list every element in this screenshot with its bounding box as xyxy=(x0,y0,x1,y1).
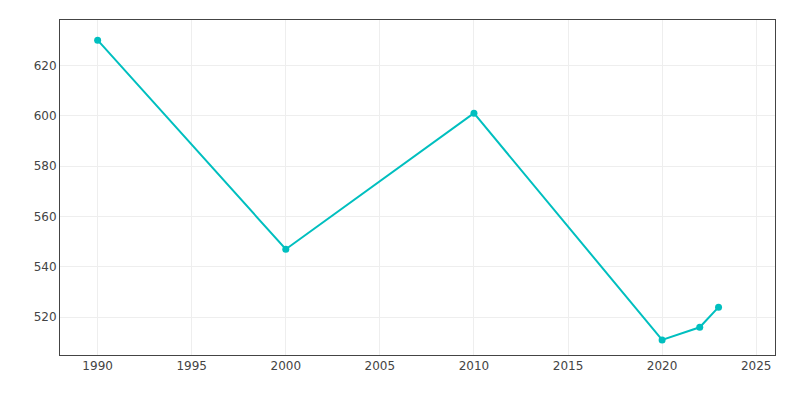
svg-text:540: 540 xyxy=(34,260,57,274)
svg-text:580: 580 xyxy=(34,159,57,173)
svg-text:2005: 2005 xyxy=(365,359,396,373)
svg-text:2000: 2000 xyxy=(271,359,302,373)
svg-text:1995: 1995 xyxy=(176,359,207,373)
svg-text:2010: 2010 xyxy=(459,359,490,373)
svg-text:620: 620 xyxy=(34,59,57,73)
svg-text:2015: 2015 xyxy=(553,359,584,373)
svg-text:560: 560 xyxy=(34,210,57,224)
svg-text:2020: 2020 xyxy=(647,359,678,373)
svg-text:520: 520 xyxy=(34,310,57,324)
svg-text:2025: 2025 xyxy=(741,359,772,373)
svg-text:600: 600 xyxy=(34,109,57,123)
svg-text:1990: 1990 xyxy=(82,359,113,373)
